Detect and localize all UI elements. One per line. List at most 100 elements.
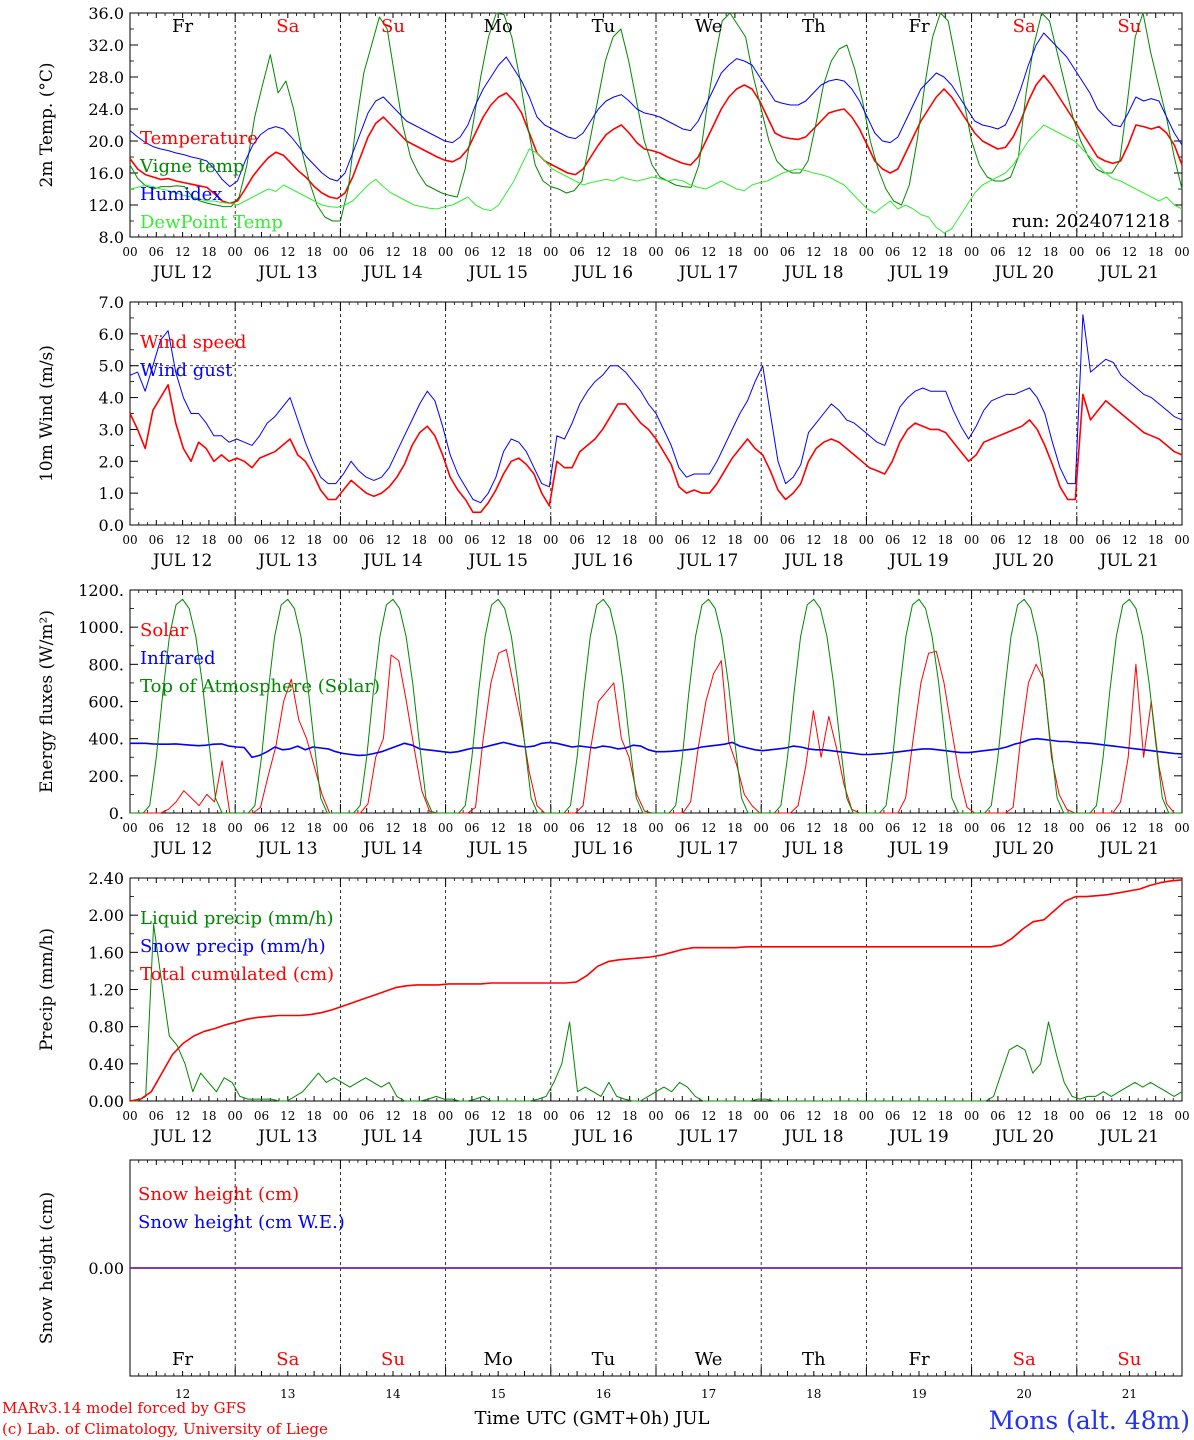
date-label: JUL 21 — [1098, 263, 1159, 283]
date-label: JUL 15 — [466, 263, 527, 283]
hour-tick-label: 06 — [1095, 245, 1110, 259]
legend-entry: Snow height (cm W.E.) — [138, 1212, 345, 1233]
day-abbr-bottom: Fr — [908, 1349, 929, 1370]
hour-tick-label: 06 — [464, 245, 479, 259]
legend-entry: Top of Atmosphere (Solar) — [140, 676, 380, 697]
hour-tick-label: 12 — [280, 821, 295, 835]
hour-tick-label: 06 — [780, 821, 795, 835]
hour-tick-label: 18 — [727, 533, 742, 547]
hour-tick-label: 00 — [1069, 533, 1084, 547]
hour-tick-label: 06 — [675, 533, 690, 547]
hour-tick-label: 00 — [228, 245, 243, 259]
day-abbr-bottom: Sa — [276, 1349, 299, 1370]
y-tick-label: 200. — [88, 767, 124, 786]
y-tick-label: 0.00 — [88, 1259, 124, 1278]
hour-tick-label: 06 — [780, 245, 795, 259]
model-credit: MARv3.14 model forced by GFS — [2, 1399, 246, 1417]
hour-tick-label: 18 — [832, 821, 847, 835]
hour-tick-label: 00 — [648, 533, 663, 547]
hour-tick-label: 00 — [754, 1109, 769, 1123]
hour-tick-label: 06 — [464, 1109, 479, 1123]
day-abbr-bottom: Mo — [484, 1349, 513, 1370]
date-label: JUL 16 — [572, 1127, 633, 1147]
day-abbr-bottom: Th — [802, 1349, 826, 1370]
hour-tick-label: 18 — [517, 1109, 532, 1123]
hour-tick-label: 06 — [149, 821, 164, 835]
date-label: JUL 16 — [572, 551, 633, 571]
y-tick-label: 2.0 — [99, 452, 124, 471]
hour-tick-label: 12 — [385, 1109, 400, 1123]
day-number: 14 — [385, 1387, 401, 1401]
day-abbr-top: We — [695, 16, 723, 37]
y-tick-label: 24.0 — [88, 100, 124, 119]
hour-tick-label: 18 — [832, 245, 847, 259]
hour-tick-label: 12 — [701, 533, 716, 547]
legend-entry: Vigne temp — [139, 156, 244, 177]
y-tick-label: 32.0 — [88, 36, 124, 55]
day-abbr-top: Th — [802, 16, 826, 37]
legend-entry: Total cumulated (cm) — [140, 964, 334, 985]
day-number: 19 — [911, 1387, 926, 1401]
hour-tick-label: 18 — [412, 533, 427, 547]
hour-tick-label: 00 — [1174, 1109, 1189, 1123]
hour-tick-label: 00 — [1174, 821, 1189, 835]
date-label: JUL 19 — [887, 1127, 948, 1147]
hour-tick-label: 12 — [911, 245, 926, 259]
hour-tick-label: 00 — [228, 1109, 243, 1123]
day-abbr-bottom: We — [695, 1349, 723, 1370]
hour-tick-label: 00 — [964, 533, 979, 547]
date-label: JUL 13 — [256, 263, 317, 283]
legend-entry: Temperature — [140, 128, 258, 149]
hour-tick-label: 06 — [675, 821, 690, 835]
hour-tick-label: 06 — [675, 1109, 690, 1123]
y-tick-label: 1200. — [78, 581, 124, 600]
series-line — [129, 314, 1183, 504]
hour-tick-label: 06 — [885, 245, 900, 259]
hour-tick-label: 12 — [1122, 1109, 1137, 1123]
hour-tick-label: 00 — [754, 821, 769, 835]
hour-tick-label: 06 — [885, 1109, 900, 1123]
y-tick-label: 2.00 — [88, 906, 124, 925]
hour-tick-label: 12 — [701, 821, 716, 835]
date-label: JUL 21 — [1098, 1127, 1159, 1147]
hour-tick-label: 06 — [359, 245, 374, 259]
hour-tick-label: 00 — [754, 533, 769, 547]
day-number: 15 — [491, 1387, 506, 1401]
hour-tick-label: 12 — [596, 821, 611, 835]
hour-tick-label: 12 — [385, 245, 400, 259]
hour-tick-label: 00 — [1174, 533, 1189, 547]
hour-tick-label: 18 — [727, 821, 742, 835]
hour-tick-label: 12 — [596, 245, 611, 259]
hour-tick-label: 06 — [254, 1109, 269, 1123]
hour-tick-label: 00 — [754, 245, 769, 259]
hour-tick-label: 00 — [122, 533, 137, 547]
hour-tick-label: 12 — [491, 245, 506, 259]
date-label: JUL 15 — [466, 551, 527, 571]
series-line — [129, 124, 1183, 234]
date-label: JUL 14 — [361, 551, 422, 571]
hour-tick-label: 12 — [1122, 821, 1137, 835]
hour-tick-label: 00 — [1069, 245, 1084, 259]
hour-tick-label: 18 — [622, 533, 637, 547]
hour-tick-label: 00 — [964, 1109, 979, 1123]
date-label: JUL 20 — [992, 839, 1053, 859]
hour-tick-label: 12 — [175, 533, 190, 547]
y-tick-label: 1.0 — [99, 484, 124, 503]
hour-tick-label: 00 — [648, 1109, 663, 1123]
hour-tick-label: 06 — [464, 821, 479, 835]
hour-tick-label: 00 — [122, 821, 137, 835]
hour-tick-label: 12 — [175, 821, 190, 835]
date-label: JUL 13 — [256, 551, 317, 571]
y-tick-label: 36.0 — [88, 4, 124, 23]
y-tick-label: 600. — [88, 693, 124, 712]
hour-tick-label: 18 — [1043, 245, 1058, 259]
day-number: 17 — [701, 1387, 716, 1401]
date-label: JUL 16 — [572, 263, 633, 283]
hour-tick-label: 12 — [911, 533, 926, 547]
series-line — [130, 598, 1182, 814]
y-tick-label: 1000. — [78, 618, 124, 637]
legend-entry: DewPoint Temp — [140, 212, 283, 233]
hour-tick-label: 00 — [543, 1109, 558, 1123]
series-line — [129, 12, 1183, 222]
y-axis-label: Snow height (cm) — [37, 1192, 57, 1344]
